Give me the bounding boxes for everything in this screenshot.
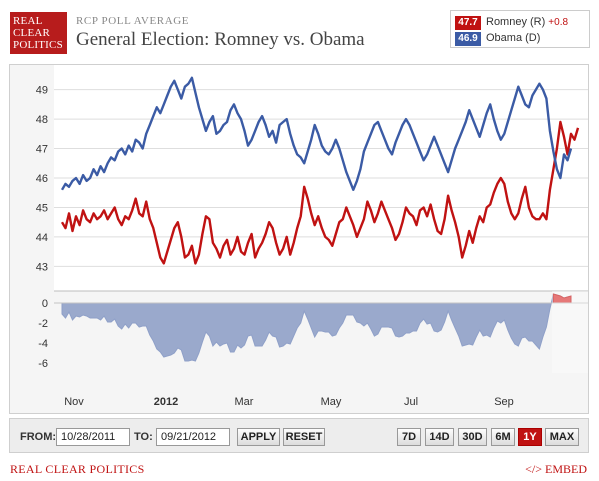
legend-value-obama: 46.9 — [455, 32, 481, 46]
x-tick-label: 2012 — [154, 396, 178, 408]
spread-y-tick-label: -4 — [38, 338, 48, 350]
spread-y-tick-label: -6 — [38, 358, 48, 370]
chart-kicker: RCP POLL AVERAGE — [76, 15, 190, 27]
rcp-logo[interactable]: REAL CLEAR POLITICS — [10, 12, 67, 54]
x-tick-label: Sep — [494, 396, 514, 408]
spread-y-tick-label: 0 — [42, 298, 48, 310]
range-30d-button[interactable]: 30D — [458, 428, 487, 446]
legend-name-romney: Romney (R) — [486, 16, 546, 28]
main-series — [60, 76, 580, 265]
romney-series-line — [60, 120, 580, 265]
main-y-tick-label: 45 — [36, 202, 48, 214]
footer-brand-link[interactable]: REAL CLEAR POLITICS — [10, 462, 145, 476]
to-label: TO: — [134, 431, 153, 443]
range-7d-button[interactable]: 7D — [397, 428, 421, 446]
from-date-input[interactable] — [56, 428, 130, 446]
legend-item-romney[interactable]: 47.7 Romney (R) +0.8 — [455, 15, 569, 30]
obama-series-line — [60, 76, 573, 191]
embed-link[interactable]: </> EMBED — [525, 462, 587, 476]
main-y-ticks: 43 44 45 46 47 48 49 — [36, 85, 48, 274]
legend-item-obama[interactable]: 46.9 Obama (D) — [455, 31, 541, 46]
main-grid — [54, 89, 588, 267]
spread-area-fill — [61, 293, 572, 362]
legend-value-romney: 47.7 — [455, 16, 481, 30]
main-y-tick-label: 48 — [36, 114, 48, 126]
chart-title: General Election: Romney vs. Obama — [76, 29, 365, 50]
legend: 47.7 Romney (R) +0.8 46.9 Obama (D) — [450, 10, 590, 48]
logo-line-3: POLITICS — [13, 39, 63, 51]
range-max-button[interactable]: MAX — [545, 428, 579, 446]
legend-change-romney: +0.8 — [548, 17, 569, 28]
main-y-tick-label: 43 — [36, 261, 48, 273]
x-tick-label: Mar — [235, 396, 254, 408]
main-y-tick-label: 44 — [36, 232, 48, 244]
range-controls: FROM: TO: APPLY RESET 7D 14D 30D 6M 1Y M… — [9, 418, 589, 453]
navigator-handle[interactable] — [552, 291, 588, 373]
poll-chart[interactable]: 43 44 45 46 47 48 49 0 -2 -4 -6 Nov 2012 Mar May Jul S… — [10, 65, 588, 413]
x-tick-label: May — [321, 396, 342, 408]
to-date-input[interactable] — [156, 428, 230, 446]
range-6m-button[interactable]: 6M — [491, 428, 515, 446]
x-tick-label: Jul — [404, 396, 418, 408]
logo-line-1: REAL — [13, 15, 43, 27]
x-tick-label: Nov — [64, 396, 84, 408]
main-y-tick-label: 47 — [36, 144, 48, 156]
main-y-tick-label: 46 — [36, 173, 48, 185]
spread-y-tick-label: -2 — [38, 318, 48, 330]
from-label: FROM: — [20, 431, 57, 443]
reset-button[interactable]: RESET — [283, 428, 325, 446]
range-14d-button[interactable]: 14D — [425, 428, 454, 446]
legend-name-obama: Obama (D) — [486, 32, 541, 44]
spread-area — [54, 293, 588, 362]
x-axis-ticks: Nov 2012 Mar May Jul Sep — [64, 396, 514, 408]
range-1y-button[interactable]: 1Y — [518, 428, 542, 446]
logo-line-2: CLEAR — [13, 27, 51, 39]
chart-panel[interactable]: 43 44 45 46 47 48 49 0 -2 -4 -6 Nov 2012 Mar May Jul S… — [9, 64, 589, 414]
spread-positive-fill — [552, 293, 572, 304]
apply-button[interactable]: APPLY — [237, 428, 280, 446]
spread-y-ticks: 0 -2 -4 -6 — [38, 298, 48, 370]
main-y-tick-label: 49 — [36, 85, 48, 97]
